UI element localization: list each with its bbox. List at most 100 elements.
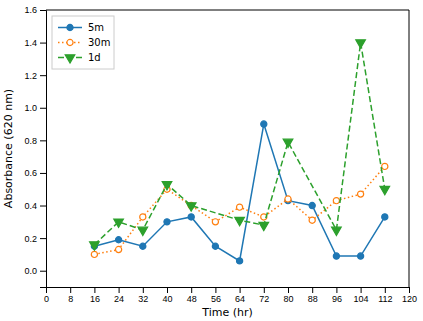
tick-label: 88 bbox=[308, 294, 318, 304]
point bbox=[382, 214, 388, 220]
point bbox=[333, 198, 339, 204]
tick-label: 120 bbox=[402, 294, 417, 304]
plot-area bbox=[90, 40, 390, 264]
tick-mark bbox=[288, 287, 289, 293]
point bbox=[212, 219, 218, 225]
tick-label: 112 bbox=[378, 294, 392, 304]
tick: 0.6 bbox=[24, 168, 46, 178]
tick-label: 80 bbox=[283, 294, 293, 304]
legend-label: 5m bbox=[88, 22, 104, 33]
point bbox=[90, 242, 100, 250]
tick-mark bbox=[409, 287, 410, 293]
tick-mark bbox=[240, 287, 241, 293]
tick: 32 bbox=[138, 287, 148, 304]
legend-box bbox=[52, 16, 114, 69]
tick: 0.0 bbox=[24, 266, 46, 276]
tick-label: 32 bbox=[138, 294, 148, 304]
tick-label: 0.8 bbox=[24, 136, 37, 146]
tick-mark bbox=[143, 287, 144, 293]
tick-mark bbox=[40, 43, 46, 44]
x-axis-title: Time (hr) bbox=[201, 306, 253, 319]
tick: 88 bbox=[308, 287, 318, 304]
tick-mark bbox=[336, 287, 337, 293]
tick: 56 bbox=[211, 287, 221, 304]
tick: 0 bbox=[44, 287, 49, 304]
point bbox=[114, 219, 124, 227]
point bbox=[380, 186, 390, 194]
tick: 1.2 bbox=[24, 71, 46, 81]
tick: 1.4 bbox=[24, 38, 46, 48]
point bbox=[309, 217, 315, 223]
legend-label: 30m bbox=[88, 37, 110, 48]
tick-mark bbox=[40, 238, 46, 239]
point bbox=[91, 251, 97, 257]
point bbox=[333, 253, 339, 259]
tick-mark bbox=[40, 108, 46, 109]
tick-label: 0 bbox=[44, 294, 49, 304]
frame bbox=[46, 10, 409, 11]
x-axis: 0 8 16 24 32 40 48 56 64 72 80 88 96 104 112 120 bbox=[44, 287, 417, 304]
tick: 8 bbox=[68, 287, 73, 304]
point bbox=[212, 243, 218, 249]
tick: 112 bbox=[378, 287, 392, 304]
tick: 0.8 bbox=[24, 136, 46, 146]
tick-label: 56 bbox=[211, 294, 221, 304]
tick-mark bbox=[215, 287, 216, 293]
tick: 24 bbox=[114, 287, 124, 304]
tick-label: 8 bbox=[68, 294, 73, 304]
y-axis-title: Absorbance (620 nm) bbox=[2, 89, 15, 208]
tick-label: 96 bbox=[332, 294, 342, 304]
legend: 5m30m1d bbox=[52, 16, 114, 69]
point bbox=[283, 139, 293, 147]
point bbox=[356, 40, 366, 48]
tick-mark bbox=[40, 10, 46, 11]
axis-line bbox=[47, 288, 410, 294]
tick-mark bbox=[40, 173, 46, 174]
tick: 1.0 bbox=[24, 103, 46, 113]
tick-mark bbox=[167, 287, 168, 293]
point bbox=[164, 219, 170, 225]
tick-mark bbox=[385, 287, 386, 293]
tick: 80 bbox=[283, 287, 293, 304]
point bbox=[285, 196, 291, 202]
chart: 0816243240485664728088961041121200.00.20… bbox=[0, 0, 423, 321]
tick-label: 64 bbox=[235, 294, 245, 304]
tick-mark bbox=[361, 287, 362, 293]
point bbox=[358, 191, 364, 197]
tick-label: 104 bbox=[354, 294, 369, 304]
point bbox=[138, 227, 148, 235]
tick-label: 72 bbox=[259, 294, 269, 304]
series-line bbox=[94, 43, 384, 245]
point bbox=[140, 214, 146, 220]
tick: 48 bbox=[187, 287, 197, 304]
tick-label: 1.4 bbox=[24, 38, 37, 48]
tick-mark bbox=[40, 140, 46, 141]
point bbox=[237, 258, 243, 264]
tick-label: 0.0 bbox=[24, 266, 37, 276]
tick-label: 0.6 bbox=[24, 168, 37, 178]
frame bbox=[409, 10, 410, 287]
axis-line bbox=[40, 11, 47, 288]
point bbox=[235, 217, 245, 225]
tick-label: 40 bbox=[162, 294, 172, 304]
tick-label: 48 bbox=[187, 294, 197, 304]
tick-mark bbox=[40, 75, 46, 76]
tick-mark bbox=[94, 287, 95, 293]
tick-mark bbox=[312, 287, 313, 293]
point bbox=[358, 253, 364, 259]
tick-mark bbox=[40, 271, 46, 272]
point bbox=[259, 222, 269, 230]
point bbox=[188, 214, 194, 220]
tick-mark bbox=[40, 206, 46, 207]
tick: 40 bbox=[162, 287, 172, 304]
point bbox=[116, 246, 122, 252]
tick: 16 bbox=[90, 287, 100, 304]
point bbox=[382, 163, 388, 169]
point bbox=[140, 243, 146, 249]
tick-label: 1.2 bbox=[24, 71, 37, 81]
tick: 0.4 bbox=[24, 201, 46, 211]
tick: 96 bbox=[332, 287, 342, 304]
tick-mark bbox=[264, 287, 265, 293]
point bbox=[261, 121, 267, 127]
point bbox=[332, 227, 342, 235]
